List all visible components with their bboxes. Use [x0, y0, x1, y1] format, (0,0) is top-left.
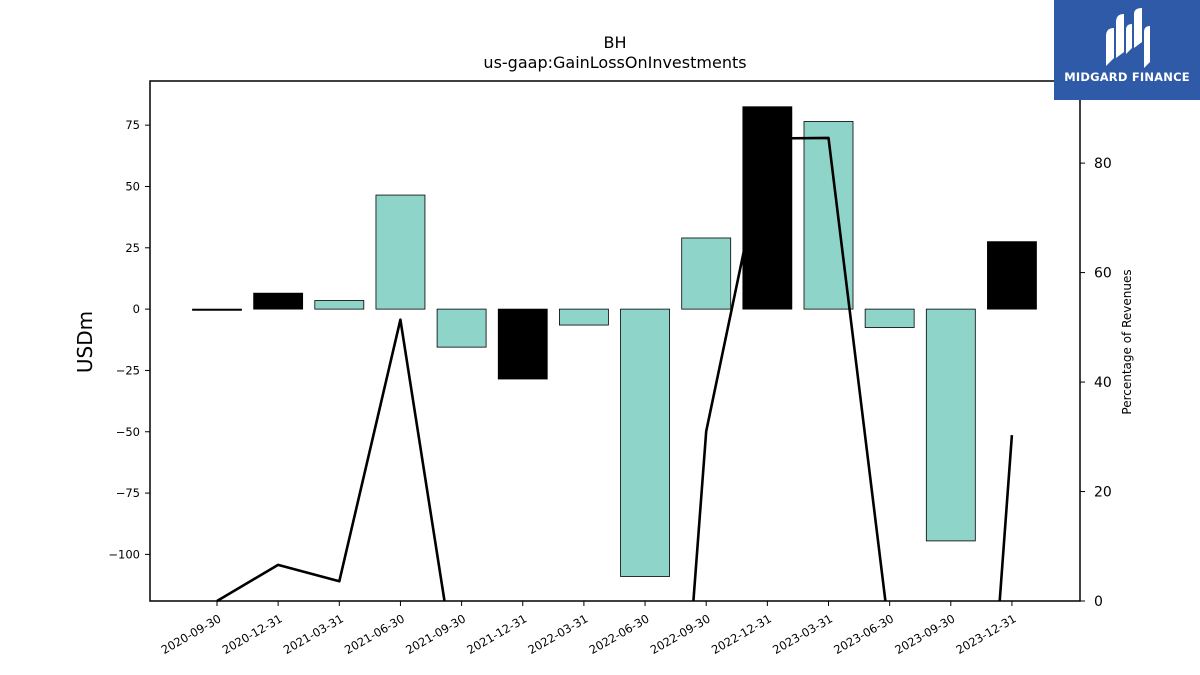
bar: [864, 308, 915, 328]
x-tick-label: 2023-12-31: [954, 611, 1019, 657]
bar: [497, 308, 548, 380]
left-axis: 75 50 25 0 −25 −50 −75 −100: [108, 118, 150, 561]
y2-tick-label: 40: [1094, 375, 1112, 391]
x-tick-label: 2021-09-30: [403, 611, 468, 657]
x-tick-label: 2023-03-31: [770, 611, 835, 657]
bar: [681, 237, 732, 310]
line-group: [216, 136, 1014, 603]
x-tick-label: 2021-06-30: [342, 611, 407, 657]
bar: [253, 292, 304, 310]
midgard-logo-icon: [1106, 8, 1150, 68]
bar: [925, 308, 976, 542]
y2-tick-label: 80: [1094, 156, 1112, 172]
bar: [559, 308, 609, 326]
y-tick-label: −100: [108, 547, 140, 561]
y-tick-label: 75: [125, 118, 140, 132]
chart-subtitle: us-gaap:GainLossOnInvestments: [483, 53, 746, 72]
y-tick-label: −75: [116, 486, 140, 500]
bar-group: [192, 106, 1037, 577]
bar: [436, 308, 487, 348]
x-tick-label: 2022-09-30: [648, 611, 713, 657]
y-tick-label: 0: [133, 302, 140, 316]
x-axis: 2020-09-302020-12-312021-03-312021-06-30…: [159, 601, 1019, 657]
x-tick-label: 2022-03-31: [526, 611, 591, 657]
revenue-percentage-line: [216, 136, 1014, 603]
x-tick-label: 2020-09-30: [159, 611, 224, 657]
y2-tick-label: 60: [1094, 266, 1112, 282]
x-tick-label: 2023-06-30: [831, 611, 896, 657]
bar: [987, 241, 1037, 310]
x-tick-label: 2020-12-31: [220, 611, 285, 657]
x-tick-label: 2022-06-30: [587, 611, 652, 657]
right-axis: 0 20 40 60 80: [1080, 156, 1112, 610]
y-tick-label: −25: [116, 363, 140, 377]
bar: [192, 308, 242, 311]
x-tick-label: 2021-12-31: [464, 611, 529, 657]
y-tick-label: −50: [116, 425, 140, 439]
midgard-finance-logo: MIDGARD FINANCE: [1054, 0, 1200, 100]
y-axis-label: USDm: [73, 311, 97, 373]
x-tick-label: 2023-09-30: [892, 611, 957, 657]
y2-tick-label: 20: [1094, 485, 1112, 501]
chart-title: BH: [603, 33, 626, 52]
x-tick-label: 2021-03-31: [281, 611, 346, 657]
y-tick-label: 25: [125, 241, 140, 255]
bar: [620, 308, 670, 577]
y2-axis-label: Percentage of Revenues: [1120, 269, 1134, 414]
x-tick-label: 2022-12-31: [709, 611, 774, 657]
y2-tick-label: 0: [1094, 594, 1103, 610]
y-tick-label: 50: [125, 179, 140, 193]
plot-frame: [149, 80, 1081, 602]
logo-text: MIDGARD FINANCE: [1064, 70, 1190, 84]
bar: [375, 194, 426, 310]
bar: [314, 300, 365, 310]
